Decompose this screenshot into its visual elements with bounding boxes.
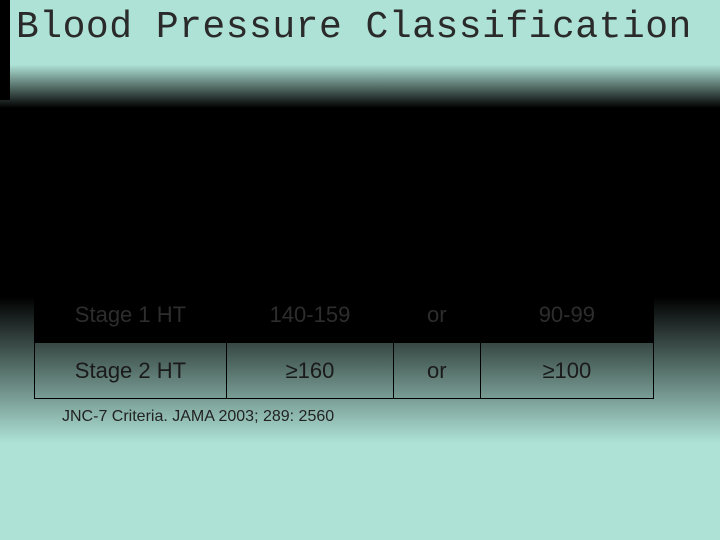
cell-relation: or: [394, 287, 481, 343]
classification-table: Stage 1 HT 140-159 or 90-99 Stage 2 HT ≥…: [34, 286, 654, 399]
cell-classification: Stage 2 HT: [35, 343, 227, 399]
table-row: Stage 2 HT ≥160 or ≥100: [35, 343, 654, 399]
cell-relation: or: [394, 343, 481, 399]
cell-dbp: ≥100: [480, 343, 653, 399]
bp-table: Stage 1 HT 140-159 or 90-99 Stage 2 HT ≥…: [34, 286, 654, 399]
cell-sbp: ≥160: [226, 343, 393, 399]
cell-dbp: 90-99: [480, 287, 653, 343]
cell-sbp: 140-159: [226, 287, 393, 343]
citation-text: JNC-7 Criteria. JAMA 2003; 289: 2560: [62, 408, 334, 426]
accent-bar: [0, 0, 10, 100]
cell-classification: Stage 1 HT: [35, 287, 227, 343]
table-row: Stage 1 HT 140-159 or 90-99: [35, 287, 654, 343]
page-title: Blood Pressure Classification: [16, 6, 692, 49]
